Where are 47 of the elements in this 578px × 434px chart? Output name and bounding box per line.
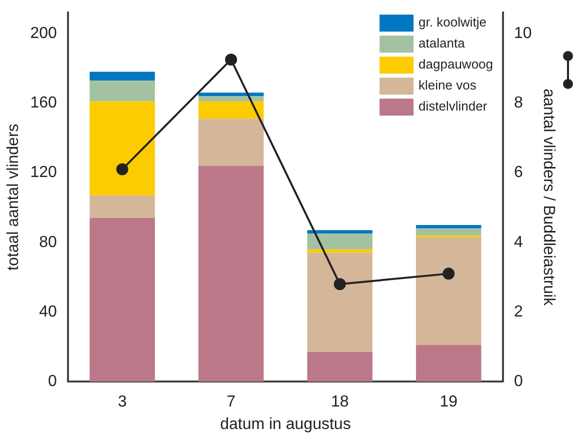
y-tick-label: 120 — [30, 164, 57, 182]
bar — [416, 237, 482, 346]
point — [116, 163, 128, 176]
y-axis-title: totaal aantal vlinders — [5, 124, 22, 270]
y2-tick-label: 8 — [514, 94, 524, 112]
y2-tick-label: 0 — [514, 373, 524, 390]
y2-tick-label: 10 — [514, 24, 532, 42]
y-tick-label: 0 — [48, 373, 57, 390]
y-tick-label: 40 — [39, 303, 57, 320]
bar — [90, 72, 155, 80]
y2-tick-label: 6 — [514, 164, 524, 182]
bar — [198, 101, 264, 119]
point — [225, 54, 238, 66]
bar — [198, 96, 264, 102]
point — [442, 268, 455, 280]
bar — [90, 218, 155, 382]
y-tick-label: 160 — [30, 94, 57, 112]
x-axis-title: datum in augustus — [220, 416, 351, 433]
bar — [307, 352, 372, 382]
x-tick-label: 7 — [226, 394, 236, 411]
x-tick-label: 19 — [440, 394, 458, 411]
legend-label: gr. koolwitje — [418, 14, 486, 30]
bar — [198, 92, 264, 96]
bar — [416, 345, 482, 382]
y-tick-label: 200 — [30, 24, 57, 42]
bar — [90, 80, 155, 102]
bar — [307, 252, 372, 352]
legend-label: dagpauwoog — [418, 56, 494, 72]
y2-tick-label: 4 — [514, 234, 524, 251]
bar — [90, 195, 155, 218]
legend-label: kleine vos — [418, 78, 477, 93]
y-tick-label: 80 — [39, 234, 57, 251]
bar — [307, 234, 372, 250]
point — [334, 278, 346, 290]
bar — [307, 249, 372, 253]
legend-label: atalanta — [418, 36, 466, 51]
legend-label: distelvlinder — [418, 98, 488, 114]
bar — [416, 228, 482, 236]
bar — [307, 230, 372, 234]
y2-tick-label: 2 — [514, 303, 524, 320]
bar — [198, 118, 264, 166]
x-tick-label: 3 — [118, 394, 127, 411]
bar — [90, 101, 155, 196]
x-tick-label: 18 — [330, 394, 349, 411]
y2-axis-title: aantal vlinders / Buddleiastruik — [540, 88, 557, 307]
bar — [198, 166, 264, 382]
bar — [416, 224, 482, 228]
